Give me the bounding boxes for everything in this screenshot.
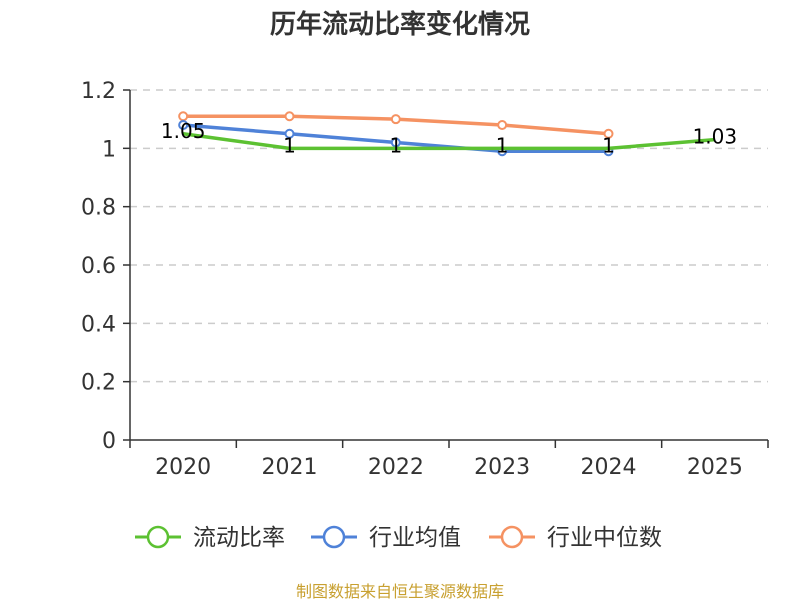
- x-tick-label: 2020: [155, 455, 211, 480]
- x-tick-label: 2024: [581, 455, 637, 480]
- x-tick-label: 2025: [687, 455, 743, 480]
- legend-swatch-marker: [322, 525, 346, 549]
- legend-label: 行业均值: [369, 525, 461, 551]
- x-tick-label: 2022: [368, 455, 424, 480]
- x-tick-label: 2023: [474, 455, 530, 480]
- y-tick-label: 0.2: [81, 371, 116, 396]
- y-tick-label: 1.2: [81, 79, 116, 104]
- y-tick-label: 0.6: [81, 254, 116, 279]
- y-tick-label: 0.4: [81, 312, 116, 337]
- legend-swatch-marker: [146, 525, 170, 549]
- y-tick-label: 0: [102, 429, 116, 454]
- data-label: 1.03: [693, 125, 738, 149]
- data-point: [390, 114, 401, 125]
- data-label: 1.05: [161, 119, 206, 143]
- legend-label: 行业中位数: [547, 525, 662, 551]
- series-line: [182, 132, 715, 151]
- y-tick-label: 0.8: [81, 196, 116, 221]
- x-tick-label: 2021: [262, 455, 318, 480]
- legend-swatch-marker: [500, 525, 524, 549]
- data-label: 1: [496, 133, 509, 157]
- source-note: 制图数据来自恒生聚源数据库: [295, 582, 504, 601]
- data-point: [178, 120, 189, 130]
- data-label: 1: [389, 133, 402, 157]
- data-point: [603, 128, 614, 139]
- data-point: [497, 120, 508, 130]
- data-point: [284, 128, 295, 139]
- data-label: 1: [602, 133, 615, 157]
- y-tick-label: 1: [102, 137, 116, 162]
- data-point: [390, 137, 401, 148]
- chart-title: 历年流动比率变化情况: [269, 10, 530, 40]
- data-point: [284, 111, 295, 122]
- data-label: 1: [283, 133, 296, 157]
- legend-label: 流动比率: [193, 525, 285, 551]
